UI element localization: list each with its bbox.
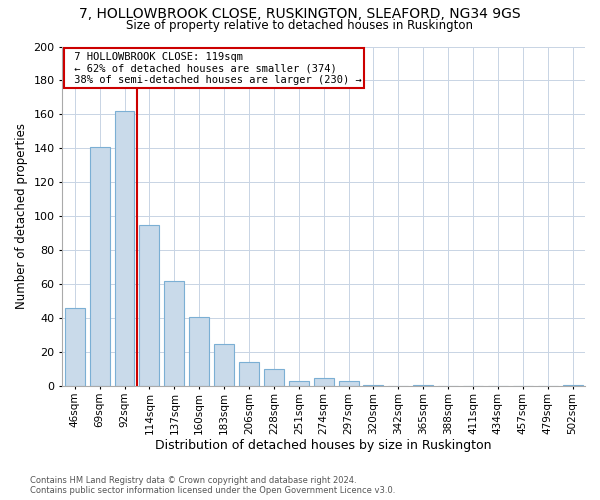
Bar — [289, 381, 309, 386]
Text: 7, HOLLOWBROOK CLOSE, RUSKINGTON, SLEAFORD, NG34 9GS: 7, HOLLOWBROOK CLOSE, RUSKINGTON, SLEAFO… — [79, 8, 521, 22]
Text: Contains HM Land Registry data © Crown copyright and database right 2024.
Contai: Contains HM Land Registry data © Crown c… — [30, 476, 395, 495]
Bar — [563, 384, 583, 386]
Y-axis label: Number of detached properties: Number of detached properties — [15, 124, 28, 310]
Bar — [214, 344, 234, 387]
Bar — [239, 362, 259, 386]
Bar — [164, 281, 184, 386]
Bar — [139, 225, 160, 386]
X-axis label: Distribution of detached houses by size in Ruskington: Distribution of detached houses by size … — [155, 440, 492, 452]
Bar — [65, 308, 85, 386]
Bar — [364, 384, 383, 386]
Bar — [189, 316, 209, 386]
Bar — [115, 111, 134, 386]
Bar — [89, 146, 110, 386]
Bar — [264, 370, 284, 386]
Bar — [314, 378, 334, 386]
Text: 7 HOLLOWBROOK CLOSE: 119sqm
 ← 62% of detached houses are smaller (374)
 38% of : 7 HOLLOWBROOK CLOSE: 119sqm ← 62% of det… — [68, 52, 361, 85]
Bar — [413, 384, 433, 386]
Text: Size of property relative to detached houses in Ruskington: Size of property relative to detached ho… — [127, 18, 473, 32]
Bar — [338, 381, 359, 386]
